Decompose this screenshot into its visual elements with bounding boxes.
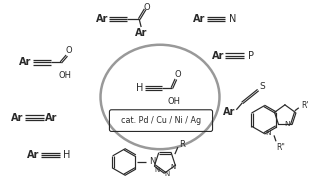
Text: Ar: Ar [193, 14, 205, 24]
Text: N: N [164, 171, 169, 177]
Text: N: N [154, 167, 160, 173]
Text: N: N [229, 14, 236, 24]
Text: N: N [284, 121, 290, 127]
Text: O: O [175, 70, 181, 79]
Text: Ar: Ar [27, 150, 39, 160]
Text: H: H [136, 83, 144, 93]
Text: Ar: Ar [11, 113, 24, 123]
Text: Ar: Ar [212, 51, 224, 61]
Text: Ar: Ar [135, 28, 147, 38]
Text: O: O [144, 3, 151, 12]
Text: N: N [149, 157, 155, 167]
Text: OH: OH [58, 71, 71, 80]
Text: cat. Pd / Cu / Ni / Ag: cat. Pd / Cu / Ni / Ag [121, 116, 201, 125]
Text: Ar: Ar [222, 107, 235, 117]
Text: Ar: Ar [45, 113, 57, 123]
Text: R': R' [301, 101, 308, 110]
Text: H: H [63, 150, 71, 160]
Text: S: S [259, 82, 265, 91]
Text: O: O [65, 46, 72, 55]
Text: Ar: Ar [19, 57, 31, 67]
Text: R: R [179, 140, 185, 149]
Text: Ar: Ar [96, 14, 108, 24]
Text: N: N [170, 164, 176, 170]
Text: P: P [248, 51, 254, 61]
Text: N: N [265, 130, 271, 136]
Text: R": R" [276, 143, 285, 152]
Text: OH: OH [167, 97, 180, 106]
